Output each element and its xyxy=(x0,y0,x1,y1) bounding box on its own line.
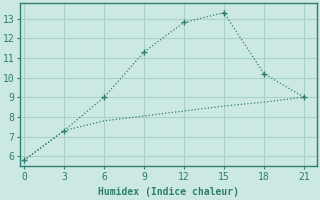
X-axis label: Humidex (Indice chaleur): Humidex (Indice chaleur) xyxy=(98,187,239,197)
